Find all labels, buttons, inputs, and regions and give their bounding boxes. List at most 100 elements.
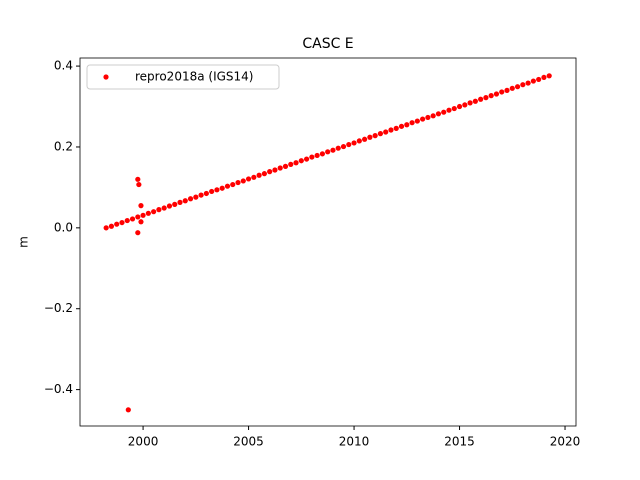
point — [209, 188, 215, 195]
x-tick-label: 2020 — [550, 435, 581, 449]
point — [230, 181, 236, 188]
point — [138, 219, 144, 225]
point — [541, 74, 547, 81]
point — [472, 98, 478, 104]
point — [182, 198, 188, 204]
point — [309, 154, 315, 160]
y-tick-label: 0.2 — [54, 139, 73, 153]
point — [156, 207, 162, 213]
point — [298, 158, 304, 164]
point — [467, 100, 473, 106]
point — [125, 407, 131, 413]
legend-label: repro2018a (IGS14) — [135, 70, 253, 84]
point — [108, 223, 115, 229]
point — [161, 205, 167, 211]
y-tick-label: 0.0 — [54, 220, 73, 234]
point — [504, 87, 510, 93]
point — [187, 196, 194, 202]
point — [138, 203, 144, 209]
point — [488, 93, 494, 99]
point — [193, 194, 199, 200]
point — [261, 171, 267, 177]
point — [177, 199, 183, 205]
point — [119, 219, 125, 226]
point — [367, 134, 373, 140]
point — [224, 183, 231, 189]
x-tick-label: 2000 — [128, 435, 159, 449]
point — [451, 105, 457, 112]
point — [136, 181, 142, 188]
point — [441, 109, 447, 115]
y-axis-label: m — [17, 236, 31, 248]
point — [145, 210, 151, 216]
point — [319, 151, 326, 157]
x-tick-label: 2010 — [339, 435, 370, 449]
point — [272, 167, 278, 173]
point — [546, 73, 552, 79]
point — [172, 201, 178, 207]
y-tick-label: 0.4 — [54, 59, 73, 73]
point — [383, 129, 389, 135]
plot-frame — [79, 57, 577, 427]
point — [135, 214, 141, 220]
point — [478, 96, 484, 102]
point — [346, 141, 352, 148]
point — [140, 212, 146, 218]
point — [277, 165, 283, 171]
point — [240, 178, 246, 184]
point — [514, 84, 521, 90]
point — [435, 111, 442, 117]
point — [483, 95, 489, 101]
point — [114, 221, 120, 227]
point — [536, 76, 542, 83]
point — [520, 82, 526, 88]
x-tick-label: 2005 — [233, 435, 264, 449]
point — [462, 102, 468, 108]
point — [256, 172, 262, 178]
point — [493, 91, 500, 97]
legend-box — [86, 64, 280, 90]
point — [151, 209, 157, 215]
point — [293, 160, 299, 166]
chart-title: CASC E — [302, 36, 353, 52]
point — [198, 192, 204, 198]
point — [282, 163, 289, 169]
point — [499, 89, 505, 95]
point — [135, 230, 141, 236]
point — [446, 107, 452, 113]
point — [267, 169, 273, 175]
point — [314, 152, 320, 159]
point — [214, 187, 220, 193]
point — [409, 120, 415, 126]
point — [124, 217, 130, 224]
point — [456, 103, 463, 110]
x-tick-label: 2015 — [444, 435, 475, 449]
point — [251, 174, 257, 180]
point — [362, 136, 368, 142]
point — [393, 125, 399, 131]
point — [404, 122, 410, 128]
point — [377, 131, 384, 137]
point — [530, 78, 536, 84]
point — [398, 123, 405, 129]
point — [203, 190, 209, 197]
point — [330, 147, 336, 153]
point — [245, 176, 252, 182]
point — [351, 140, 357, 146]
point — [166, 203, 173, 209]
y-tick-label: −0.4 — [44, 382, 73, 396]
point — [420, 116, 426, 122]
point — [219, 185, 225, 191]
point — [356, 138, 362, 144]
point — [509, 85, 515, 91]
point — [129, 216, 136, 222]
point — [325, 149, 331, 155]
point — [388, 127, 394, 133]
point — [288, 161, 294, 167]
point — [135, 176, 141, 182]
point — [335, 145, 341, 151]
point — [235, 179, 241, 186]
point — [103, 225, 109, 231]
point — [414, 118, 420, 124]
